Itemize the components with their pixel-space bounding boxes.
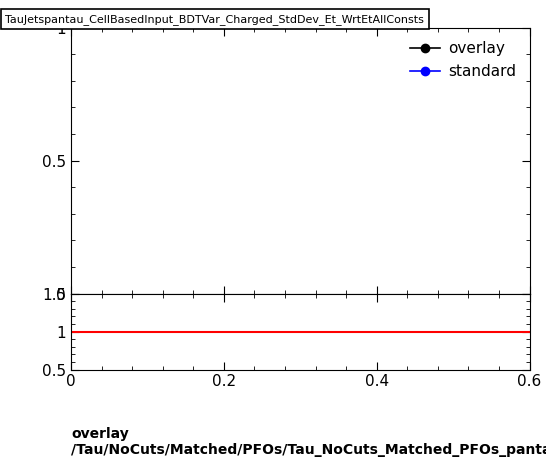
Text: overlay: overlay bbox=[71, 427, 129, 441]
Text: /Tau/NoCuts/Matched/PFOs/Tau_NoCuts_Matched_PFOs_pantau_CellBasedInput_BDT: /Tau/NoCuts/Matched/PFOs/Tau_NoCuts_Matc… bbox=[71, 443, 546, 456]
Legend: overlay, standard: overlay, standard bbox=[403, 36, 522, 85]
Text: TauJetspantau_CellBasedInput_BDTVar_Charged_StdDev_Et_WrtEtAllConsts: TauJetspantau_CellBasedInput_BDTVar_Char… bbox=[5, 14, 424, 25]
